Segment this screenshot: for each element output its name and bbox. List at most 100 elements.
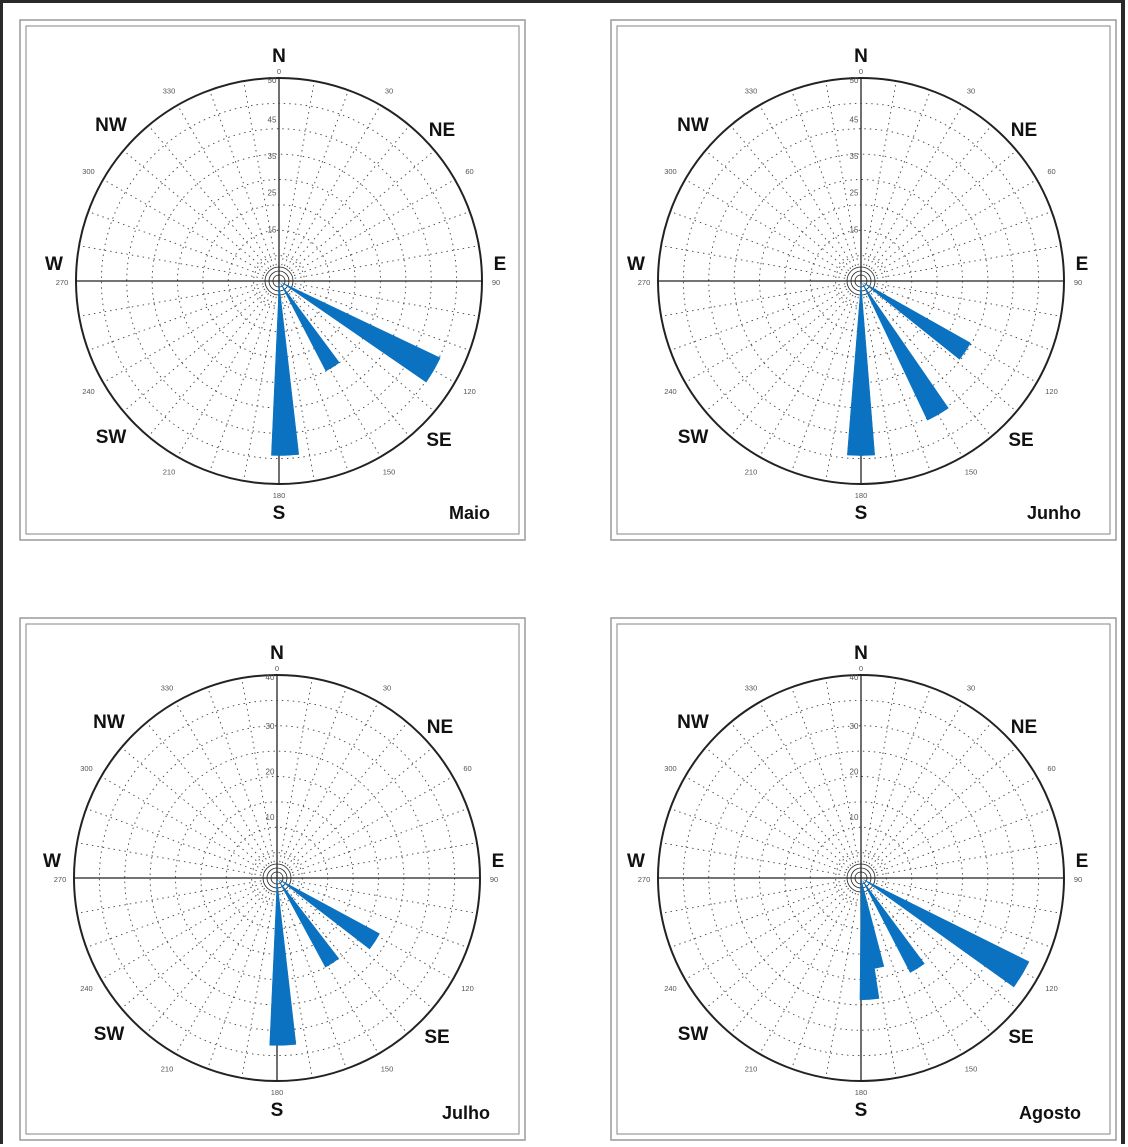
outer-circle bbox=[657, 674, 1065, 1082]
grid-spoke bbox=[207, 892, 272, 1069]
degree-label-60: 60 bbox=[465, 167, 473, 176]
grid-spoke bbox=[875, 883, 1052, 948]
compass-label-nw: NW bbox=[677, 712, 709, 733]
grid-spoke bbox=[670, 211, 847, 276]
grid-spoke bbox=[79, 283, 264, 317]
degree-label-60: 60 bbox=[463, 764, 471, 773]
grid-spoke bbox=[730, 889, 852, 1034]
degree-label-60: 60 bbox=[1047, 167, 1055, 176]
degree-label-120: 120 bbox=[463, 387, 476, 396]
grid-spoke bbox=[88, 211, 265, 276]
grid-spoke bbox=[207, 687, 272, 864]
grid-spoke bbox=[791, 90, 856, 267]
degree-label-90: 90 bbox=[490, 875, 498, 884]
wind-petal-178 bbox=[271, 283, 300, 456]
degree-label-90: 90 bbox=[492, 278, 500, 287]
compass-label-e: E bbox=[492, 851, 505, 872]
grid-spoke bbox=[177, 294, 272, 458]
outer-circle bbox=[75, 77, 483, 485]
degree-label-300: 300 bbox=[82, 167, 95, 176]
grid-spoke bbox=[286, 722, 408, 867]
grid-spoke bbox=[866, 892, 931, 1069]
ring-label: 30 bbox=[266, 722, 275, 731]
degree-label-120: 120 bbox=[1045, 984, 1058, 993]
degree-label-60: 60 bbox=[1047, 764, 1055, 773]
grid-spoke bbox=[243, 81, 277, 266]
grid-spoke bbox=[292, 880, 477, 914]
grid-spoke bbox=[177, 104, 272, 268]
grid-spoke bbox=[243, 296, 277, 481]
grid-spoke bbox=[825, 893, 859, 1078]
grid-spoke bbox=[870, 889, 992, 1034]
wind-petal-124 bbox=[863, 282, 971, 360]
compass-label-e: E bbox=[1076, 254, 1089, 275]
degree-label-90: 90 bbox=[1074, 875, 1082, 884]
degree-label-210: 210 bbox=[161, 1065, 174, 1074]
grid-spoke bbox=[290, 290, 435, 412]
ring-label: 10 bbox=[266, 813, 275, 822]
panel-inner-border bbox=[616, 25, 1111, 535]
compass-label-ne: NE bbox=[1011, 120, 1037, 141]
grid-spoke bbox=[730, 722, 852, 867]
compass-label-se: SE bbox=[1008, 430, 1033, 451]
grid-spoke bbox=[86, 883, 263, 948]
grid-spoke bbox=[872, 150, 1017, 272]
degree-label-30: 30 bbox=[967, 86, 975, 95]
degree-label-330: 330 bbox=[745, 683, 758, 692]
compass-label-ne: NE bbox=[427, 717, 453, 738]
grid-spoke bbox=[209, 90, 274, 267]
degree-label-120: 120 bbox=[1045, 387, 1058, 396]
ring-label: 20 bbox=[266, 767, 275, 776]
degree-label-150: 150 bbox=[383, 468, 396, 477]
panel-inner-border bbox=[25, 623, 520, 1135]
grid-spoke bbox=[241, 678, 275, 863]
ring-label: 20 bbox=[850, 767, 859, 776]
grid-spoke bbox=[875, 286, 1052, 351]
wind-petal-150 bbox=[862, 283, 949, 421]
grid-spoke bbox=[284, 295, 349, 472]
grid-spoke bbox=[282, 687, 347, 864]
compass-label-sw: SW bbox=[678, 1024, 709, 1045]
grid-spoke bbox=[863, 678, 897, 863]
grid-spoke bbox=[863, 893, 897, 1078]
grid-spoke bbox=[705, 290, 850, 412]
ring-label: 35 bbox=[850, 152, 859, 161]
grid-spoke bbox=[79, 245, 264, 279]
wind-rose-0: 15 25 35 45 500 30 60 90 120 150 180 210 240 270 300 33… bbox=[19, 19, 526, 541]
grid-spoke bbox=[288, 292, 410, 437]
grid-spoke bbox=[759, 294, 854, 458]
grid-spoke bbox=[705, 747, 850, 869]
degree-label-240: 240 bbox=[664, 984, 677, 993]
compass-label-sw: SW bbox=[678, 427, 709, 448]
wind-petal-176 bbox=[859, 880, 880, 1001]
wind-rose-1: 15 25 35 45 500 30 60 90 120 150 180 210 240 270 300 33… bbox=[610, 19, 1117, 541]
grid-spoke bbox=[730, 292, 852, 437]
degree-label-90: 90 bbox=[1074, 278, 1082, 287]
degree-label-0: 0 bbox=[277, 67, 281, 76]
panel-inner-border bbox=[25, 25, 520, 535]
grid-spoke bbox=[123, 150, 268, 272]
grid-spoke bbox=[791, 892, 856, 1069]
compass-label-ne: NE bbox=[429, 120, 455, 141]
outer-circle bbox=[73, 674, 481, 1082]
month-title: Maio bbox=[449, 503, 490, 523]
degree-label-180: 180 bbox=[855, 1088, 868, 1097]
panel-outer-border bbox=[610, 617, 1117, 1141]
grid-spoke bbox=[759, 891, 854, 1055]
grid-spoke bbox=[759, 104, 854, 268]
ring-label: 25 bbox=[268, 189, 277, 198]
ring-label: 15 bbox=[268, 225, 277, 234]
grid-spoke bbox=[286, 889, 408, 1034]
compass-label-nw: NW bbox=[95, 115, 127, 136]
grid-spoke bbox=[730, 125, 852, 270]
degree-label-210: 210 bbox=[745, 1065, 758, 1074]
ring-label: 35 bbox=[268, 152, 277, 161]
compass-label-s: S bbox=[855, 503, 868, 524]
grid-spoke bbox=[77, 880, 262, 914]
grid-spoke bbox=[294, 283, 479, 317]
grid-spoke bbox=[148, 125, 270, 270]
ring-label: 40 bbox=[266, 673, 275, 682]
grid-spoke bbox=[872, 747, 1017, 869]
ring-label: 45 bbox=[268, 116, 277, 125]
grid-spoke bbox=[684, 885, 848, 980]
